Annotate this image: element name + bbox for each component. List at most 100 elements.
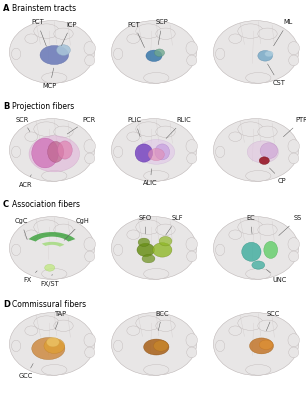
Ellipse shape [25, 34, 38, 44]
Ellipse shape [186, 42, 197, 55]
Text: ACR: ACR [19, 175, 32, 188]
Ellipse shape [156, 320, 175, 332]
Ellipse shape [84, 140, 95, 153]
Text: CgH: CgH [64, 218, 90, 240]
Ellipse shape [289, 55, 299, 66]
Text: Projection fibers: Projection fibers [12, 102, 74, 111]
Ellipse shape [229, 326, 242, 336]
Ellipse shape [289, 251, 299, 262]
Ellipse shape [288, 42, 300, 55]
Ellipse shape [57, 45, 70, 56]
Ellipse shape [258, 224, 277, 236]
Ellipse shape [144, 364, 169, 375]
Ellipse shape [186, 140, 197, 153]
Text: FX: FX [24, 271, 37, 283]
Ellipse shape [214, 21, 299, 83]
Text: GCC: GCC [19, 364, 33, 379]
Ellipse shape [114, 244, 123, 256]
Ellipse shape [84, 334, 95, 347]
Ellipse shape [242, 242, 261, 261]
Ellipse shape [215, 244, 225, 256]
Text: BCC: BCC [155, 311, 169, 331]
Ellipse shape [288, 238, 300, 251]
Text: SCR: SCR [16, 117, 30, 132]
Ellipse shape [289, 153, 299, 164]
Text: D: D [3, 300, 10, 309]
Ellipse shape [136, 316, 161, 330]
Text: MCP: MCP [43, 68, 57, 89]
Ellipse shape [214, 313, 299, 375]
Ellipse shape [42, 364, 67, 375]
Ellipse shape [42, 170, 67, 181]
Ellipse shape [32, 138, 58, 168]
Text: B: B [3, 102, 9, 111]
Ellipse shape [44, 338, 65, 354]
Ellipse shape [144, 170, 169, 181]
Ellipse shape [137, 243, 155, 256]
Ellipse shape [34, 220, 59, 234]
Text: SCP: SCP [156, 19, 169, 45]
Ellipse shape [127, 34, 140, 44]
Text: Association fibers: Association fibers [12, 200, 80, 209]
Ellipse shape [12, 340, 21, 352]
Ellipse shape [135, 144, 153, 162]
Ellipse shape [246, 364, 271, 375]
Ellipse shape [258, 50, 273, 61]
Ellipse shape [127, 326, 140, 336]
Ellipse shape [155, 144, 170, 160]
Ellipse shape [42, 268, 67, 279]
Ellipse shape [84, 42, 95, 55]
Polygon shape [42, 242, 64, 247]
Ellipse shape [9, 21, 95, 83]
Ellipse shape [186, 238, 197, 251]
Text: TAP: TAP [55, 311, 67, 329]
Ellipse shape [12, 48, 21, 60]
Ellipse shape [136, 220, 161, 234]
Text: ALIC: ALIC [143, 169, 158, 186]
Ellipse shape [84, 238, 95, 251]
Ellipse shape [85, 55, 95, 66]
Ellipse shape [187, 55, 197, 66]
Ellipse shape [259, 157, 269, 164]
Ellipse shape [34, 316, 59, 330]
Ellipse shape [187, 251, 197, 262]
Ellipse shape [9, 119, 95, 181]
Ellipse shape [34, 24, 59, 38]
Text: RLIC: RLIC [166, 117, 191, 138]
Ellipse shape [289, 347, 299, 358]
Text: A: A [3, 4, 9, 13]
Ellipse shape [229, 34, 242, 44]
Text: ICP: ICP [62, 22, 76, 46]
Ellipse shape [246, 72, 271, 83]
Ellipse shape [146, 50, 162, 62]
Ellipse shape [12, 244, 21, 256]
Ellipse shape [258, 28, 277, 40]
Ellipse shape [25, 230, 38, 240]
Ellipse shape [238, 24, 263, 38]
Ellipse shape [29, 136, 80, 172]
Ellipse shape [288, 334, 300, 347]
Ellipse shape [9, 313, 95, 375]
Ellipse shape [229, 132, 242, 142]
Ellipse shape [186, 334, 197, 347]
Ellipse shape [144, 339, 169, 355]
Text: FX/ST: FX/ST [40, 274, 59, 287]
Ellipse shape [58, 141, 72, 159]
Ellipse shape [32, 338, 65, 360]
Ellipse shape [214, 119, 299, 181]
Text: PCR: PCR [67, 117, 95, 134]
Ellipse shape [252, 261, 265, 269]
Ellipse shape [54, 224, 73, 236]
Text: PCT: PCT [31, 19, 47, 46]
Text: SLF: SLF [166, 215, 183, 235]
Ellipse shape [12, 146, 21, 158]
Ellipse shape [215, 48, 225, 60]
Ellipse shape [138, 238, 150, 246]
Ellipse shape [259, 340, 273, 350]
Text: Commissural fibers: Commissural fibers [12, 300, 86, 309]
Text: Brainstem tracts: Brainstem tracts [12, 4, 76, 13]
Ellipse shape [159, 236, 172, 246]
Ellipse shape [238, 122, 263, 136]
Ellipse shape [85, 347, 95, 358]
Text: SCC: SCC [266, 311, 280, 331]
